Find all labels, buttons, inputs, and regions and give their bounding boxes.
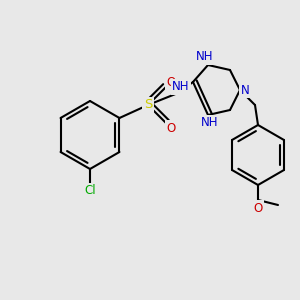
Text: O: O (167, 122, 176, 134)
Text: NH: NH (201, 116, 219, 130)
Text: O: O (254, 202, 262, 214)
Text: Cl: Cl (84, 184, 96, 197)
Text: NH: NH (172, 80, 190, 94)
Text: N: N (241, 83, 249, 97)
Text: O: O (167, 76, 176, 88)
Text: S: S (144, 98, 152, 112)
Text: NH: NH (196, 50, 214, 64)
